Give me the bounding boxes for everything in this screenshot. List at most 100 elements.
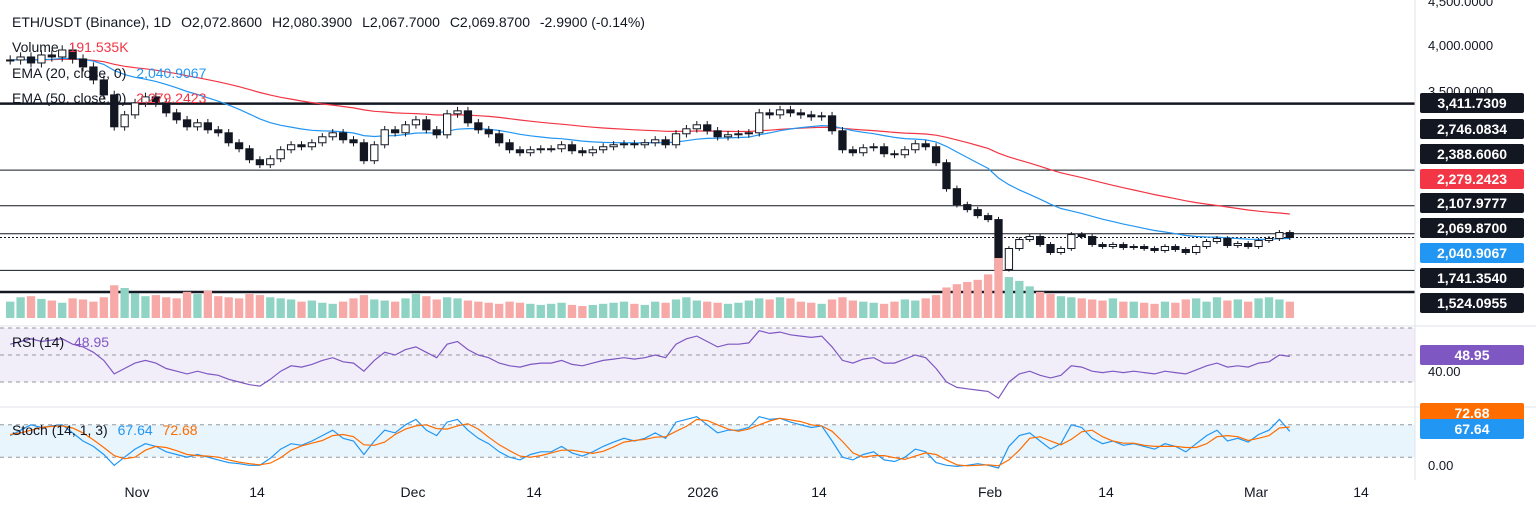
candle-body[interactable] [203,122,213,131]
candle-body[interactable] [1160,246,1170,252]
candle-body[interactable] [255,159,265,166]
candle-body[interactable] [734,133,743,136]
candle-body[interactable] [1223,238,1232,247]
candle-body[interactable] [1275,232,1284,240]
candle-body[interactable] [89,66,98,81]
candle-body[interactable] [120,114,129,128]
candle-body[interactable] [952,188,962,206]
candle-body[interactable] [1285,232,1294,239]
stoch-panel[interactable] [0,416,1415,469]
candle-body[interactable] [599,146,608,151]
candle-body[interactable] [422,119,431,131]
candle-body[interactable] [879,146,889,155]
candle-body[interactable] [911,143,920,151]
candle-body[interactable] [515,149,525,154]
rsi-panel[interactable] [0,327,1415,400]
candle-body[interactable] [1150,248,1159,252]
candle-body[interactable] [682,128,691,135]
candle-body[interactable] [651,139,660,144]
candle-body[interactable] [827,115,837,132]
candle-body[interactable] [484,129,493,135]
candle-body[interactable] [307,142,317,148]
price-panel[interactable] [0,45,1415,294]
candle-body[interactable] [349,139,358,144]
candle-body[interactable] [338,132,348,141]
candle-body[interactable] [703,124,712,132]
candle-body[interactable] [141,96,150,104]
candle-body[interactable] [37,54,46,64]
candle-body[interactable] [495,133,504,144]
candle-body[interactable] [1171,246,1180,251]
candle-body[interactable] [1035,236,1045,246]
candle-body[interactable] [1067,234,1076,250]
candle-body[interactable] [744,132,753,135]
candle-body[interactable] [1212,238,1222,243]
candle-body[interactable] [973,209,982,217]
candle-body[interactable] [6,59,15,62]
candle-body[interactable] [536,148,545,151]
candle-body[interactable] [505,142,514,151]
candle-body[interactable] [245,148,254,161]
candle-body[interactable] [78,58,88,68]
candle-body[interactable] [234,142,244,150]
candle-body[interactable] [931,146,941,164]
candle-body[interactable] [557,144,566,150]
candle-body[interactable] [151,96,160,104]
candle-body[interactable] [401,124,410,134]
candle-body[interactable] [1108,244,1118,248]
candle-body[interactable] [755,112,764,134]
candle-body[interactable] [869,146,878,149]
candle-body[interactable] [1140,246,1149,250]
candle-body[interactable] [328,132,337,138]
candle-body[interactable] [162,102,171,114]
candle-body[interactable] [432,129,441,136]
candle-body[interactable] [16,56,25,61]
candle-body[interactable] [1181,249,1190,254]
candle-body[interactable] [942,162,951,190]
candle-body[interactable] [786,109,795,114]
candle-body[interactable] [266,158,275,166]
candle-body[interactable] [359,142,369,162]
candle-body[interactable] [1244,243,1253,248]
candle-body[interactable] [713,130,722,138]
candle-body[interactable] [370,144,379,162]
candle-body[interactable] [1077,234,1086,238]
candle-body[interactable] [58,49,67,58]
candle-body[interactable] [1233,243,1242,247]
candle-body[interactable] [817,115,826,118]
candle-body[interactable] [214,129,223,134]
candle-body[interactable] [547,148,556,151]
candle-body[interactable] [1254,240,1263,248]
candle-body[interactable] [807,114,816,118]
candle-body[interactable] [1046,244,1055,254]
candle-body[interactable] [609,144,618,148]
candle-body[interactable] [775,109,785,116]
candle-body[interactable] [921,143,930,148]
candle-body[interactable] [276,149,285,160]
candle-body[interactable] [1025,236,1034,241]
candle-body[interactable] [661,139,670,146]
candle-body[interactable] [619,143,629,146]
candle-body[interactable] [224,132,233,144]
candle-body[interactable] [411,119,421,126]
candle-body[interactable] [1004,248,1014,270]
candle-body[interactable] [1202,241,1211,248]
candle-body[interactable] [838,130,847,151]
candle-body[interactable] [692,124,701,130]
candle-body[interactable] [68,49,77,60]
candle-body[interactable] [983,215,993,221]
candle-body[interactable] [796,112,805,116]
candle-body[interactable] [859,147,868,154]
candle-body[interactable] [1129,246,1138,249]
candle-body[interactable] [1098,244,1107,248]
candle-body[interactable] [182,119,192,128]
candle-body[interactable] [630,143,639,146]
candle-body[interactable] [765,112,774,116]
candle-body[interactable] [297,144,306,148]
candle-body[interactable] [474,122,483,131]
candle-body[interactable] [578,150,587,154]
candle-body[interactable] [1119,244,1128,249]
candle-body[interactable] [1015,239,1024,250]
candle-body[interactable] [453,110,462,115]
